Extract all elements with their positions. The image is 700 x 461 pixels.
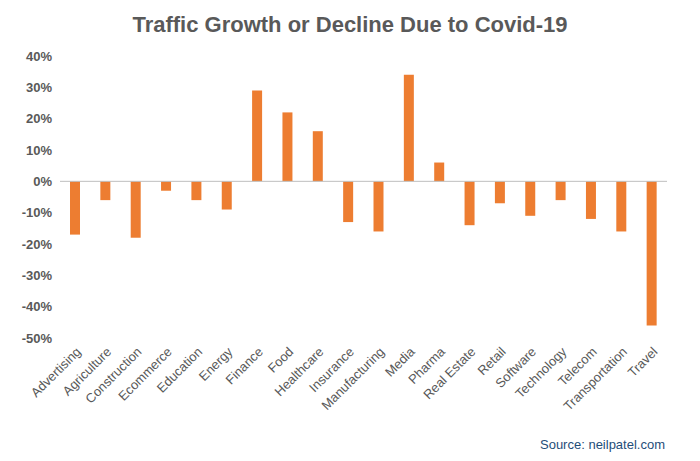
svg-text:Food: Food [264,344,297,376]
svg-text:Travel: Travel [625,344,661,380]
html-text:Traffic Growth or Decline Due: Traffic Growth or Decline Due to Covid-1… [132,12,568,37]
svg-text:Telecom: Telecom [554,344,600,389]
svg-text:Advertising: Advertising [27,344,84,401]
svg-text:-40%: -40% [22,299,53,314]
html-text:Source: neilpatel.com: Source: neilpatel.com [540,437,665,452]
svg-text:Manufacturing: Manufacturing [318,344,387,413]
svg-text:Insurance: Insurance [306,344,357,395]
svg-text:-10%: -10% [22,205,53,220]
svg-text:-20%: -20% [22,237,53,252]
svg-text:Energy: Energy [195,344,236,384]
svg-text:Ecommerce: Ecommerce [115,344,175,404]
svg-text:-50%: -50% [22,331,53,346]
svg-text:30%: 30% [26,80,52,95]
svg-text:-30%: -30% [22,268,53,283]
svg-text:20%: 20% [26,111,52,126]
svg-text:Media: Media [382,344,418,380]
svg-text:Construction: Construction [82,344,145,407]
svg-text:Finance: Finance [223,344,266,387]
svg-text:Retail: Retail [474,344,509,379]
svg-text:Education: Education [154,344,205,395]
svg-text:0%: 0% [33,174,52,189]
svg-text:Healthcare: Healthcare [271,344,327,400]
svg-text:Pharma: Pharma [405,344,448,387]
svg-text:40%: 40% [26,49,52,64]
svg-text:10%: 10% [26,143,52,158]
svg-text:Transportation: Transportation [561,344,631,414]
svg-text:Software: Software [492,344,540,391]
svg-text:Agriculture: Agriculture [59,344,115,399]
svg-text:Technology: Technology [512,344,570,402]
svg-text:Real Estate: Real Estate [420,344,478,402]
